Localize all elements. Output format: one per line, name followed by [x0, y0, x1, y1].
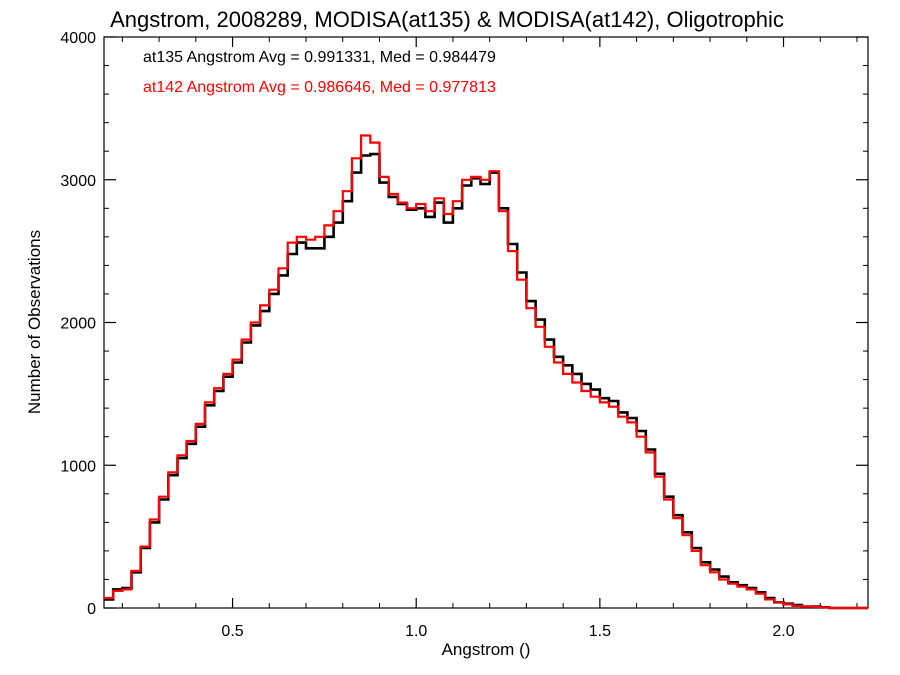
- y-tick-label: 3000: [60, 173, 96, 190]
- x-tick-label: 2.0: [772, 623, 794, 640]
- x-tick-label: 1.5: [589, 623, 611, 640]
- y-tick-label: 1000: [60, 458, 96, 475]
- plot-frame: [103, 36, 869, 609]
- x-axis-label: Angstrom (): [442, 640, 531, 659]
- legend-entry-at135: at135 Angstrom Avg = 0.991331, Med = 0.9…: [143, 49, 496, 66]
- y-tick-label: 0: [87, 601, 96, 618]
- y-axis-ticks: 0 1000 2000 3000 4000: [60, 30, 868, 618]
- series-at142-line: [104, 134, 868, 610]
- y-axis-label: Number of Observations: [25, 230, 44, 414]
- x-tick-label: 1.0: [405, 623, 427, 640]
- x-tick-label: 0.5: [221, 623, 243, 640]
- chart-title: Angstrom, 2008289, MODISA(at135) & MODIS…: [110, 7, 784, 32]
- y-tick-label: 4000: [60, 30, 96, 47]
- y-tick-label: 2000: [60, 316, 96, 333]
- x-axis-ticks: 0.5 1.0 1.5 2.0: [121, 37, 858, 640]
- series-at135-line: [104, 152, 868, 610]
- histogram-series: [104, 134, 868, 610]
- legend-entry-at142: at142 Angstrom Avg = 0.986646, Med = 0.9…: [143, 79, 496, 96]
